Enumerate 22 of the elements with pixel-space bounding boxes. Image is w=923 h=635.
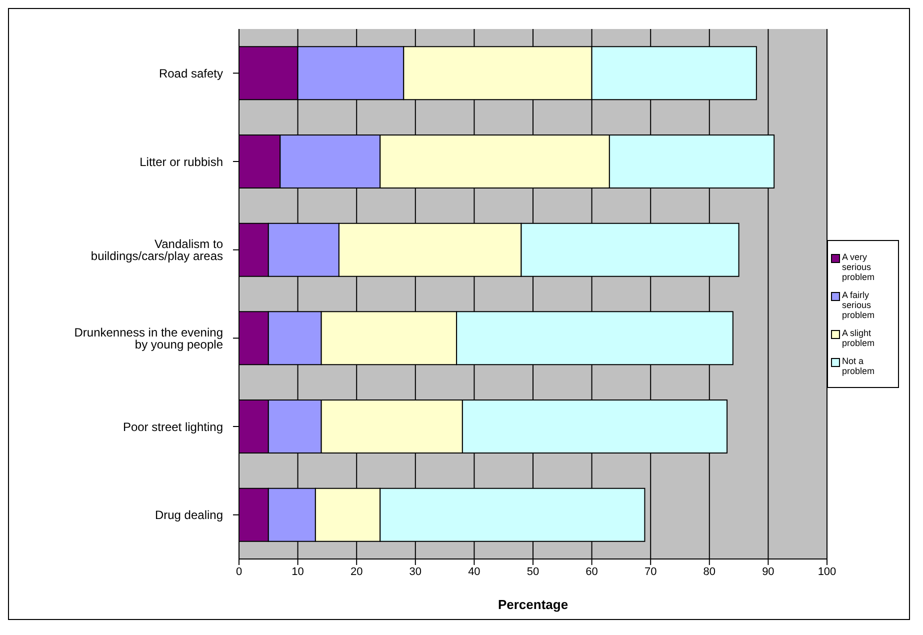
x-tick-label: 70 xyxy=(644,566,657,578)
x-tick-label: 20 xyxy=(350,566,363,578)
x-tick-label: 10 xyxy=(292,566,304,578)
x-axis-title: Percentage xyxy=(498,597,568,612)
y-tick-label: Litter or rubbish xyxy=(140,154,223,169)
x-tick-label: 40 xyxy=(468,566,480,578)
x-tick-label: 60 xyxy=(586,566,598,578)
x-tick-label: 50 xyxy=(526,566,540,578)
y-tick-label: Vandalism to buildings/cars/play areas xyxy=(90,237,224,264)
y-tick-label: Drunkenness in the evening by young people xyxy=(74,325,224,352)
y-tick-label: Drug dealing xyxy=(154,508,223,522)
legend-label: A very serious problem xyxy=(842,252,876,282)
x-tick-label: 30 xyxy=(409,566,422,578)
legend-label: A slight problem xyxy=(842,328,876,348)
x-tick-label: 0 xyxy=(236,566,242,578)
x-tick-label: 80 xyxy=(703,566,716,578)
legend-label: Not a problem xyxy=(842,356,876,376)
x-tick-label: 90 xyxy=(762,566,774,578)
y-tick-label: Road safety xyxy=(158,66,223,80)
legend-label: A fairly serious problem xyxy=(842,290,876,320)
y-tick-label: Poor street lighting xyxy=(122,420,223,434)
x-tick-label: 100 xyxy=(818,566,836,578)
